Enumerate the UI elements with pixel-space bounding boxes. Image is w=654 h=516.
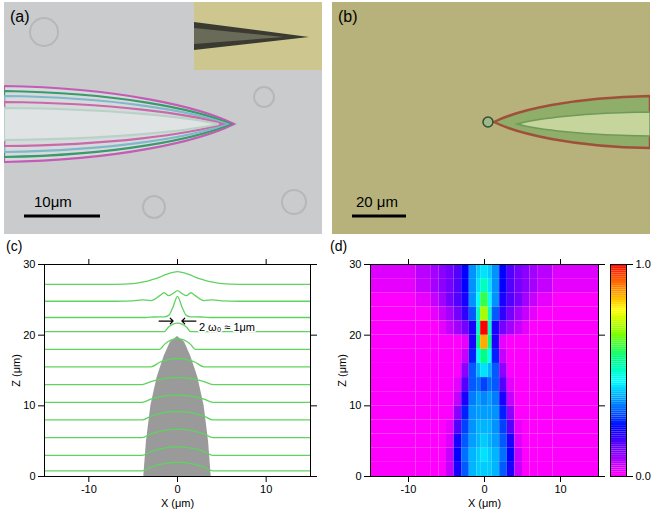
svg-text:0: 0 — [355, 470, 361, 482]
svg-text:0: 0 — [174, 483, 180, 495]
svg-text:0: 0 — [481, 483, 487, 495]
html-text:(c): (c) — [6, 238, 23, 254]
svg-text:-10: -10 — [401, 483, 417, 495]
svg-text:30: 30 — [23, 258, 35, 270]
svg-text:Z (μm): Z (μm) — [336, 354, 348, 387]
svg-text:20: 20 — [349, 329, 361, 341]
svg-text:30: 30 — [349, 258, 361, 270]
svg-text:1.0: 1.0 — [636, 258, 651, 270]
svg-text:X (μm): X (μm) — [468, 497, 501, 509]
svg-text:10μm: 10μm — [34, 193, 72, 210]
svg-text:0: 0 — [29, 470, 35, 482]
svg-text:-10: -10 — [81, 483, 97, 495]
svg-text:(a): (a) — [10, 8, 30, 25]
svg-text:2 ω₀ ≈ 1μm: 2 ω₀ ≈ 1μm — [199, 321, 255, 333]
svg-text:10: 10 — [260, 483, 272, 495]
svg-text:10: 10 — [23, 399, 35, 411]
svg-text:10: 10 — [554, 483, 566, 495]
svg-text:10: 10 — [349, 399, 361, 411]
svg-text:X (μm): X (μm) — [161, 497, 194, 509]
html-text:(d): (d) — [330, 238, 348, 254]
svg-text:Z (μm): Z (μm) — [10, 354, 22, 387]
svg-text:0.0: 0.0 — [636, 470, 651, 482]
svg-text:20: 20 — [23, 329, 35, 341]
svg-text:(b): (b) — [338, 8, 358, 25]
svg-text:20 μm: 20 μm — [356, 193, 398, 210]
